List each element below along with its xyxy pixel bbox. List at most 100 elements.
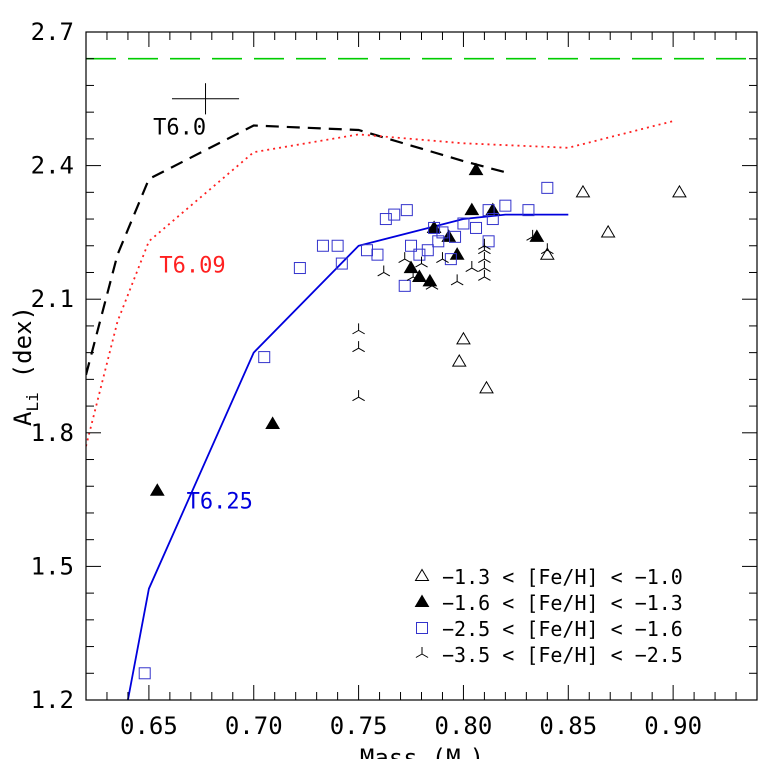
model-label-t6-0: T6.0: [153, 115, 206, 140]
x-tick-label: 0.80: [435, 712, 493, 740]
series-open-triangle: [451, 184, 687, 394]
data-point-open-square: [258, 351, 271, 364]
data-point-open-square: [482, 235, 495, 248]
data-point-tri-star: [377, 265, 391, 277]
data-point-tri-star: [478, 252, 491, 264]
data-point-open-square: [457, 217, 470, 230]
data-point-filled-triangle: [441, 229, 457, 242]
y-tick-label: 1.8: [31, 419, 74, 447]
y-tick-label: 1.5: [31, 552, 74, 580]
data-point-filled-triangle: [422, 273, 438, 287]
data-point-open-square: [482, 204, 495, 217]
legend-marker-open-triangle: [414, 568, 430, 582]
data-point-open-square: [428, 221, 441, 234]
legend-marker-filled-triangle: [414, 594, 430, 608]
data-point-open-square: [413, 248, 426, 261]
data-point-open-square: [316, 239, 329, 252]
data-point-tri-star: [425, 278, 439, 290]
legend-label-open-square: −2.5 < [Fe/H] < −1.6: [442, 617, 683, 641]
data-point-open-square: [400, 204, 413, 217]
data-point-open-triangle: [600, 224, 616, 238]
x-axis-label: Mass(M☉): [360, 744, 484, 759]
legend-marker-open-square: [416, 622, 428, 634]
data-point-open-square: [398, 279, 411, 292]
data-points: [138, 162, 687, 680]
data-point-filled-triangle: [403, 260, 419, 274]
data-point-filled-triangle: [149, 483, 165, 496]
data-point-open-triangle: [575, 184, 591, 198]
data-point-open-square: [379, 213, 392, 226]
data-point-open-square: [405, 239, 418, 252]
x-axis-label-unit: (M: [432, 744, 461, 759]
model-curve-t6-0: [86, 124, 506, 376]
model-label-t6-09: T6.09: [159, 253, 225, 278]
x-tick-label: 0.85: [539, 712, 597, 740]
axis-tick-labels: 0.65 0.70 0.75 0.80 0.85 0.90 1.2 1.5 1.8 2.1 2.4 2…: [31, 18, 702, 740]
x-tick-label: 0.65: [120, 712, 178, 740]
data-point-tri-star: [352, 341, 365, 353]
legend-marker-tri-star: [415, 647, 429, 658]
data-point-filled-triangle: [529, 229, 545, 242]
data-point-filled-triangle: [265, 416, 280, 429]
data-point-open-square: [499, 199, 512, 212]
y-tick-label: 2.4: [31, 152, 74, 180]
data-point-filled-triangle: [464, 202, 480, 216]
x-tick-label: 0.90: [644, 712, 702, 740]
data-point-open-square: [293, 262, 306, 275]
data-point-open-square: [335, 257, 348, 270]
model-curve-t6-25: [127, 213, 569, 700]
y-tick-label: 1.2: [31, 686, 74, 714]
data-point-open-square: [388, 208, 401, 221]
y-axis-label-main: A: [9, 411, 37, 426]
series-filled-triangle: [149, 162, 545, 496]
x-axis-label-main: Mass: [360, 744, 418, 759]
data-point-tri-star: [406, 269, 420, 281]
data-point-open-triangle: [456, 331, 471, 345]
data-point-tri-star: [436, 252, 449, 264]
data-point-tri-star: [540, 243, 554, 255]
data-point-open-square: [432, 235, 445, 248]
data-point-open-triangle: [539, 247, 555, 260]
data-point-open-square: [486, 213, 499, 226]
data-point-open-triangle: [672, 184, 687, 198]
data-point-open-square: [522, 204, 535, 217]
data-point-open-square: [421, 244, 434, 257]
legend-label-tri-star: −3.5 < [Fe/H] < −2.5: [442, 643, 683, 667]
data-point-tri-star: [415, 256, 428, 268]
legend-label-open-triangle: −1.3 < [Fe/H] < −1.0: [442, 565, 683, 589]
data-point-tri-star: [478, 238, 491, 250]
model-label-t6-25: T6.25: [187, 490, 253, 515]
x-tick-label: 0.70: [225, 712, 283, 740]
data-point-tri-star: [352, 390, 365, 402]
error-bar-layer: [171, 83, 240, 115]
data-point-tri-star: [398, 252, 412, 264]
axis-ticks: [85, 31, 758, 701]
data-point-open-square: [470, 221, 483, 234]
data-point-tri-star: [450, 274, 464, 286]
series-open-square: [138, 181, 554, 680]
data-point-open-triangle: [479, 380, 494, 394]
y-axis-label-unit: (dex): [9, 306, 37, 378]
data-point-open-triangle: [451, 354, 467, 367]
data-point-filled-triangle: [468, 162, 484, 176]
data-point-tri-star: [465, 261, 479, 272]
data-point-open-square: [360, 244, 373, 257]
data-point-open-square: [541, 181, 554, 194]
x-axis-label-unit-close: ): [470, 744, 484, 759]
data-point-filled-triangle: [485, 202, 501, 216]
y-tick-label: 2.7: [31, 18, 74, 46]
y-axis-label: ALi (dex): [9, 306, 42, 426]
data-point-open-square: [444, 253, 457, 266]
data-point-tri-star: [526, 229, 539, 241]
legend-label-filled-triangle: −1.6 < [Fe/H] < −1.3: [442, 591, 683, 615]
data-point-tri-star: [352, 323, 365, 335]
data-point-open-square: [138, 667, 151, 680]
data-point-tri-star: [478, 269, 491, 281]
data-point-open-square: [449, 230, 462, 243]
data-point-open-square: [436, 226, 449, 239]
data-point-open-square: [371, 248, 384, 261]
data-point-tri-star: [478, 261, 491, 272]
series-tri-star: [352, 229, 554, 402]
y-axis-label-sub: Li: [23, 392, 42, 411]
